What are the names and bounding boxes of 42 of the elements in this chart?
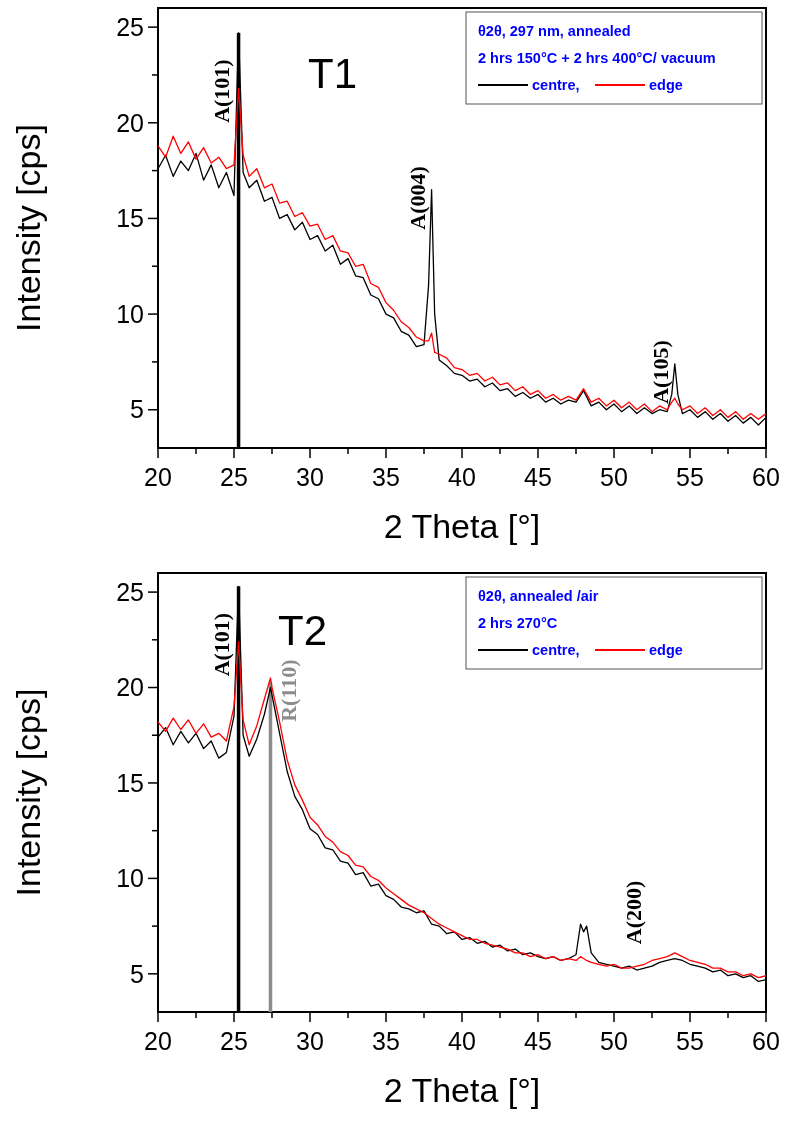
- x-tick-label: 50: [600, 463, 628, 491]
- x-axis-title: 2 Theta [°]: [383, 1071, 541, 1109]
- x-tick-label: 40: [448, 1027, 476, 1055]
- text: T1: [308, 50, 358, 97]
- x-tick-label: 35: [372, 1027, 400, 1055]
- legend-label: centre,: [532, 77, 580, 93]
- legend-label: edge: [649, 77, 683, 93]
- y-tick-label: 5: [130, 395, 144, 424]
- x-tick-label: 25: [220, 463, 248, 491]
- x-tick-label: 50: [600, 1027, 628, 1055]
- x-axis-title: 2 Theta [°]: [383, 507, 541, 545]
- text: A(101): [208, 612, 234, 677]
- y-axis-title: Intensity [cps]: [9, 124, 47, 332]
- x-tick-label: 60: [752, 463, 780, 491]
- x-tick-label: 40: [448, 463, 476, 491]
- x-tick-label: 30: [296, 1027, 324, 1055]
- x-tick-label: 35: [372, 463, 400, 491]
- x-tick-label: 60: [752, 1027, 780, 1055]
- x-tick-label: 45: [524, 1027, 552, 1055]
- legend-label: edge: [649, 642, 683, 658]
- y-tick-label: 15: [116, 204, 144, 233]
- y-tick-label: 20: [116, 108, 144, 137]
- legend-label: centre,: [532, 642, 580, 658]
- y-axis-title: Intensity [cps]: [9, 688, 47, 897]
- y-tick-label: 5: [130, 959, 144, 988]
- annotation: A(004): [404, 166, 430, 230]
- text: A(101): [208, 59, 234, 123]
- text: R(110): [276, 659, 302, 722]
- x-tick-label: 25: [220, 1027, 248, 1055]
- y-tick-label: 10: [116, 864, 144, 893]
- y-tick-label: 20: [116, 673, 144, 702]
- x-tick-label: 55: [676, 463, 704, 491]
- x-tick-label: 45: [524, 463, 552, 491]
- y-tick-label: 25: [116, 12, 144, 41]
- y-tick-label: 15: [116, 768, 144, 797]
- x-tick-label: 30: [296, 463, 324, 491]
- y-tick-label: 10: [116, 299, 144, 328]
- annotation: A(200): [620, 880, 646, 945]
- annotation: A(105): [647, 340, 673, 404]
- x-tick-label: 55: [676, 1027, 704, 1055]
- y-tick-label: 25: [116, 577, 144, 606]
- text: T2: [278, 607, 328, 654]
